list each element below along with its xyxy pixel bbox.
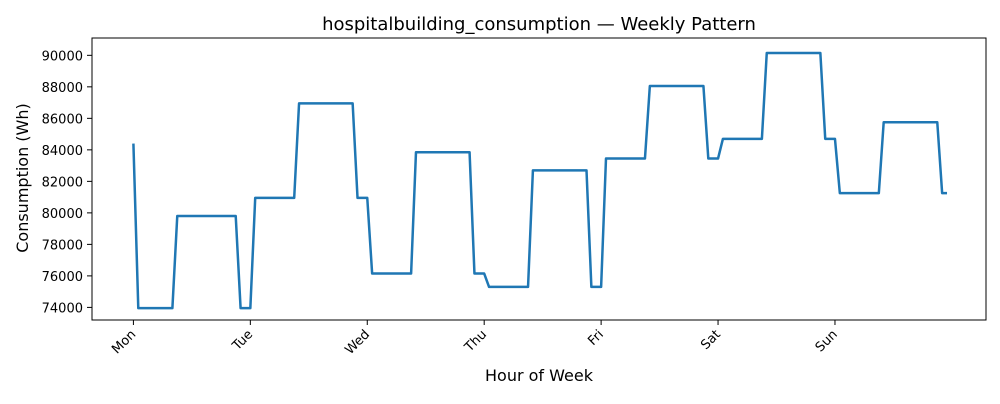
x-axis-label: Hour of Week [485,366,594,385]
plot-frame [91,37,987,321]
y-axis: 74000 76000 78000 80000 82000 84000 86000 88000… [42,49,92,316]
y-tick-label: 74000 [42,301,83,316]
y-tick-label: 84000 [42,144,83,159]
y-tick-label: 88000 [42,81,83,96]
x-tick-label: Fri [585,327,607,349]
x-tick-label: Wed [342,327,373,358]
y-tick-label: 86000 [42,112,83,127]
y-tick-label: 80000 [42,207,83,222]
y-tick-label: 76000 [42,270,83,285]
y-tick-label: 90000 [42,49,83,64]
x-tick-label: Sat [698,327,724,353]
x-tick-label: Sun [813,327,841,355]
y-tick-label: 82000 [42,175,83,190]
x-axis: Mon Tue Wed Thu Fri Sat Sun [109,320,841,358]
x-tick-label: Thu [461,327,490,356]
plot-area [132,51,948,310]
y-axis-label: Consumption (Wh) [13,103,32,253]
chart-title: hospitalbuilding_consumption — Weekly Pa… [322,14,756,35]
x-tick-label: Mon [109,327,139,357]
series-line [132,51,948,310]
x-tick-label: Tue [229,327,256,354]
y-tick-label: 78000 [42,238,83,253]
